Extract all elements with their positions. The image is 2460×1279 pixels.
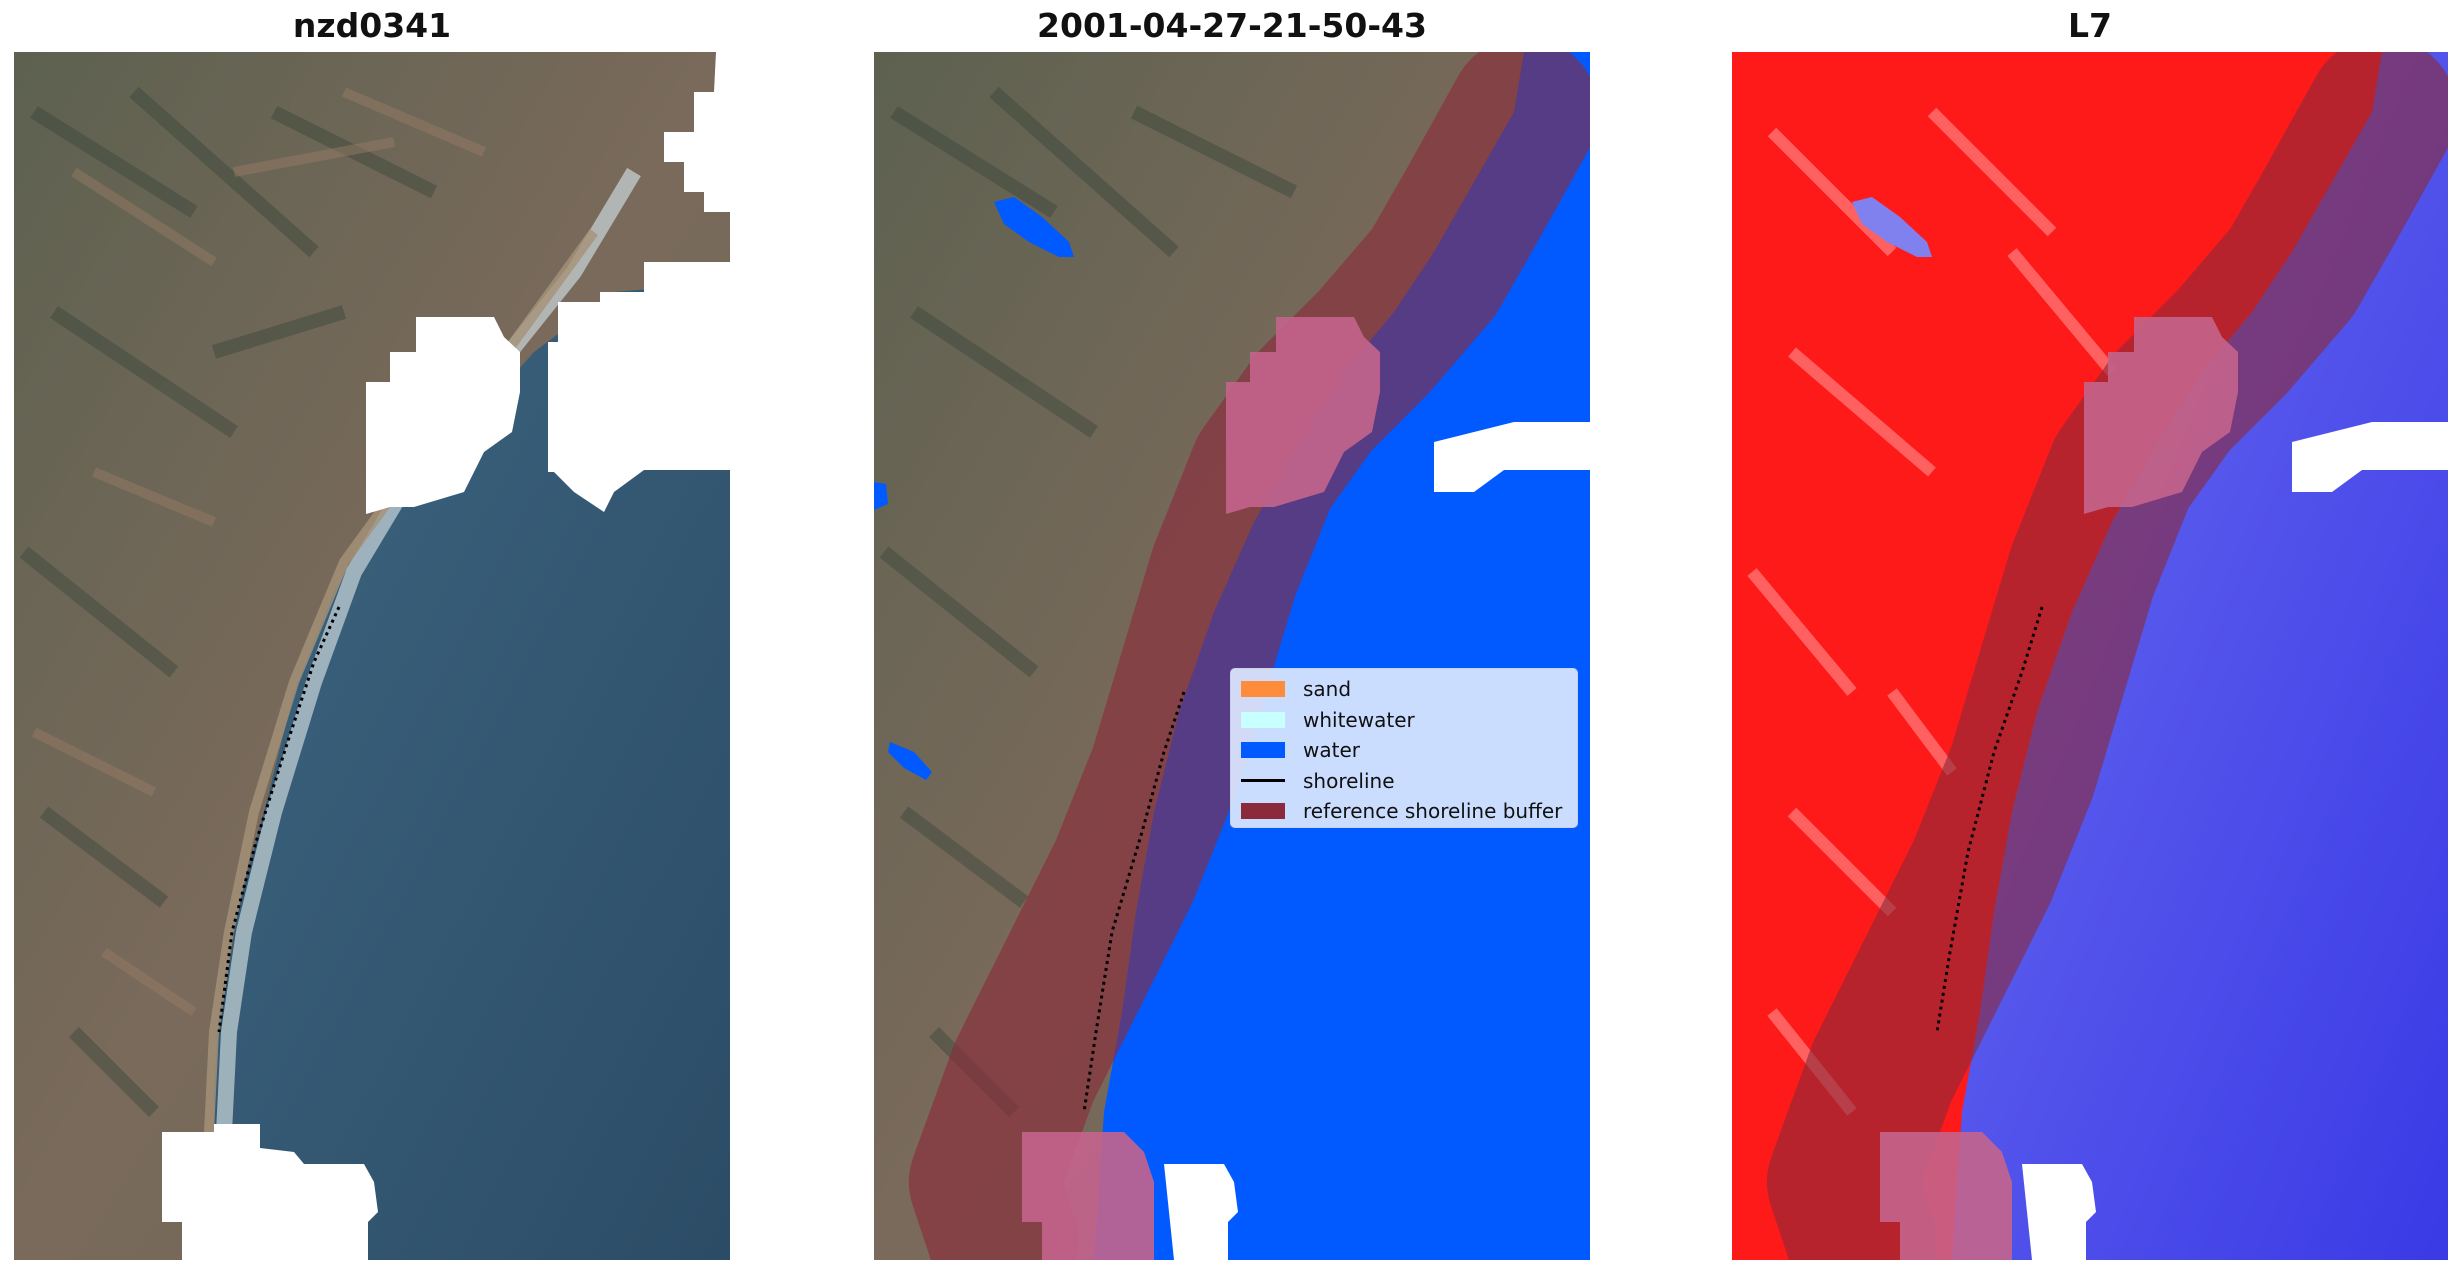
cloud-mask (2022, 422, 2448, 1260)
terrain-ridges (879, 86, 1298, 1117)
classified-image-panel (874, 52, 1590, 1260)
legend-swatch-water (1241, 742, 1285, 759)
index-texture (1747, 107, 2117, 1116)
cloud-mask (162, 52, 730, 1260)
index-lake (1852, 197, 1932, 257)
classified-water (1094, 52, 1590, 1260)
legend-item-whitewater: whitewater (1241, 705, 1577, 736)
panel-title-classified: 2001-04-27-21-50-43 (1037, 6, 1427, 45)
legend-item-buffer: reference shoreline buffer (1241, 796, 1577, 827)
cloud-mask (1164, 422, 1590, 1260)
legend-swatch-buffer (1241, 803, 1285, 820)
ocean-area (214, 282, 730, 1260)
index-water (1952, 52, 2448, 1260)
legend-label: shoreline (1303, 768, 1395, 793)
legend-swatch-whitewater (1241, 711, 1285, 728)
reference-shoreline-buffer (909, 52, 1590, 1260)
reference-shoreline-buffer (1767, 52, 2448, 1260)
legend-label: water (1303, 738, 1360, 763)
legend-label: sand (1303, 677, 1352, 702)
panel-title-index: L7 (2068, 6, 2112, 45)
shoreline (1082, 691, 1186, 1113)
terrain-ridges (19, 86, 438, 1117)
buffer-cloud-overlap (1022, 317, 1380, 1260)
small-lake (994, 197, 1074, 257)
shoreline (1935, 606, 2044, 1033)
small-pond-1 (874, 482, 888, 510)
panel-title-rgb: nzd0341 (292, 6, 452, 45)
legend-label: whitewater (1303, 707, 1415, 732)
legend-swatch-sand (1241, 681, 1285, 698)
terrain-highlights (31, 87, 486, 1017)
index-image-panel (1732, 52, 2448, 1260)
legend-item-water: water (1241, 735, 1577, 766)
legend: sand whitewater water shoreline referenc… (1230, 668, 1578, 828)
shoreline (217, 606, 341, 1033)
legend-label: reference shoreline buffer (1303, 799, 1563, 824)
rgb-image-panel (14, 52, 730, 1260)
legend-item-shoreline: shoreline (1241, 766, 1577, 797)
legend-item-sand: sand (1241, 674, 1577, 705)
small-pond-2 (888, 742, 932, 780)
legend-swatch-shoreline (1241, 779, 1285, 783)
buffer-cloud-overlap (1880, 317, 2238, 1260)
